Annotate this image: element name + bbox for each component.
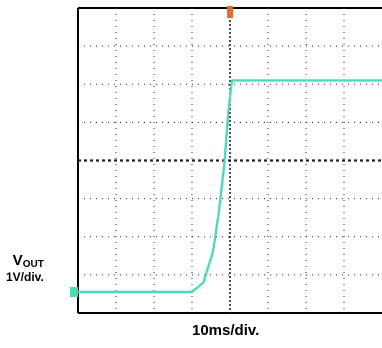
- vout-trace: [70, 79, 382, 294]
- trace-layer: [70, 6, 382, 298]
- y-axis-sub: OUT: [22, 259, 44, 270]
- y-axis-main: V: [12, 252, 23, 269]
- y-axis-scale: 1V/div.: [6, 270, 44, 284]
- grid: [77, 7, 382, 314]
- trigger-marker: [227, 6, 233, 18]
- y-axis-label: VOUT 1V/div.: [6, 252, 44, 284]
- x-axis-label: 10ms/div.: [192, 322, 260, 339]
- ground-marker: [70, 287, 78, 298]
